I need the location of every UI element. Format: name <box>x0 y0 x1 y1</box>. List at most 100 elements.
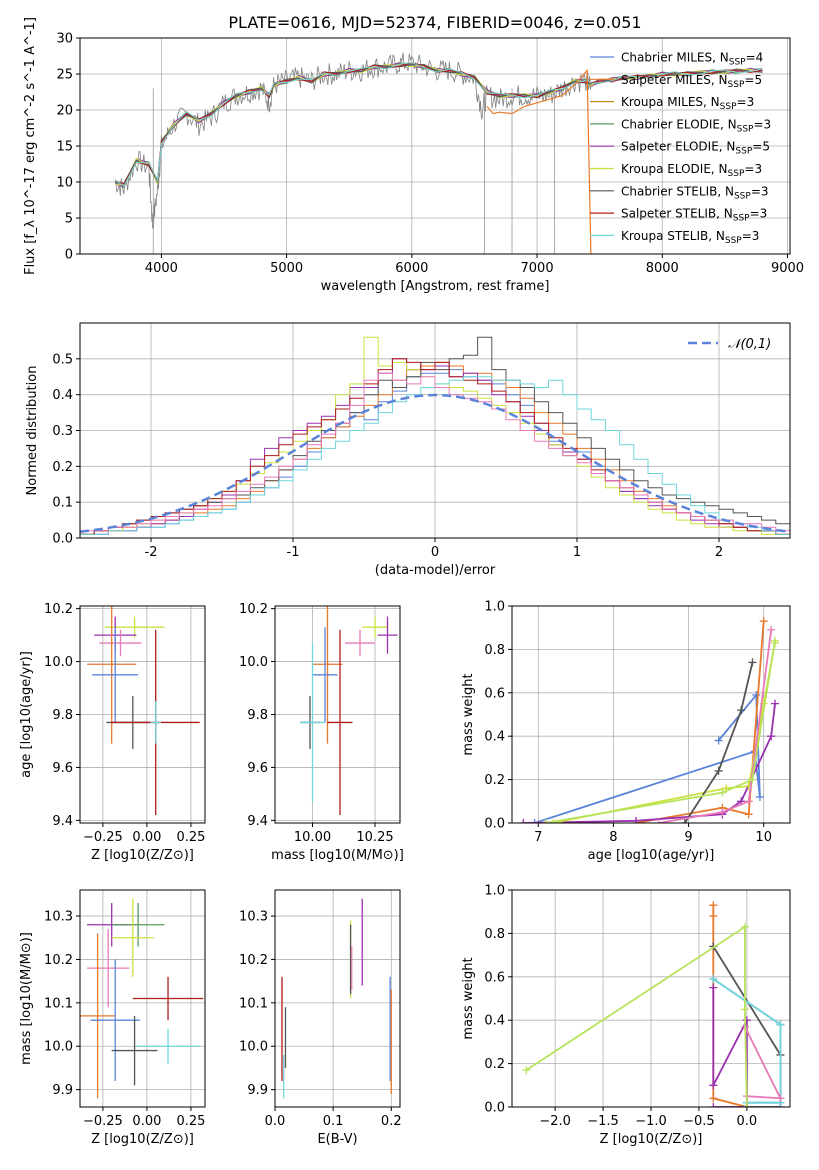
y-tick-label: 9.8 <box>247 708 268 723</box>
x-tick-label: 4000 <box>145 261 178 276</box>
axes-frame <box>274 889 401 1108</box>
x-tick-label: 0.25 <box>176 830 205 845</box>
legend-sub: SSP <box>734 191 751 201</box>
y-tick-label: 10.0 <box>239 655 268 670</box>
plot-area <box>522 901 785 1107</box>
legend-count: =4 <box>746 51 764 65</box>
errorbar-point <box>312 606 343 744</box>
y-tick-label: 10.1 <box>239 996 268 1011</box>
y-tick-label: 10.3 <box>44 910 73 925</box>
y-tick-label: 0.4 <box>484 730 505 745</box>
legend-entry: Salpeter ELODIE, NSSP=5 <box>621 140 770 157</box>
weight-line <box>545 640 776 823</box>
y-tick-label: 0.2 <box>484 773 505 788</box>
weight-marker <box>714 766 723 775</box>
panel-residuals: -2 -1 0 1 2 0.0 0.1 0.2 0.3 0.4 0.5 (data-model)/er… <box>25 322 791 578</box>
legend-sub: SSP <box>720 102 737 112</box>
x-tick-label: 10.00 <box>294 830 331 845</box>
legend-count: =3 <box>737 95 755 109</box>
plot-area <box>281 898 392 1099</box>
weight-marker <box>744 810 753 819</box>
errorbar-point <box>80 933 116 1099</box>
salpeter-miles-red-segment <box>486 68 592 254</box>
weight-marker <box>742 1103 751 1107</box>
weight-marker <box>709 1103 718 1107</box>
legend-entry: Salpeter MILES, NSSP=5 <box>621 73 762 90</box>
weight-line <box>553 642 776 823</box>
weight-marker <box>549 819 558 823</box>
x-axis-label: (data-model)/error <box>375 563 496 578</box>
legend-count: =5 <box>744 73 762 87</box>
y-tick-label: 0.8 <box>484 927 505 942</box>
y-tick-label: 15 <box>56 140 73 155</box>
y-tick-label: 9.8 <box>52 708 73 723</box>
y-axis-label: Normed distribution <box>25 366 40 496</box>
y-tick-label: 0.8 <box>484 643 505 658</box>
plot-area <box>519 617 779 823</box>
x-axis-label: mass [log10(M/M⊙)] <box>271 848 404 863</box>
x-axis-label: E(B-V) <box>317 1132 357 1147</box>
errorbar-point <box>300 643 325 802</box>
model-chabrier-stelib <box>115 64 763 185</box>
weight-marker <box>748 775 757 784</box>
model-salpeter-stelib <box>114 62 763 185</box>
errorbar-point <box>362 616 388 638</box>
weight-marker <box>714 736 723 745</box>
legend-entry: Kroupa ELODIE, NSSP=3 <box>621 162 762 179</box>
legend-count: =5 <box>752 140 770 154</box>
y-tick-label: 10.0 <box>44 1040 73 1055</box>
plot-area <box>114 52 763 254</box>
legend-sub: SSP <box>728 80 745 90</box>
weight-line <box>744 1026 782 1100</box>
grid <box>274 890 400 1107</box>
grid <box>512 605 790 824</box>
y-tick-label: 0.1 <box>52 496 73 511</box>
errorbar-point <box>111 1015 158 1086</box>
y-tick-label: 10.2 <box>44 953 73 968</box>
axes: 0.0 0.1 0.2 9.9 10.0 10.1 10.2 10.3 E(B-V) <box>239 889 402 1147</box>
y-tick-label: 0.0 <box>484 817 505 832</box>
panel-age_vs_Z: −0.25 0.00 0.25 9.4 9.6 9.8 10.0 10.2 Z [log10(Z… <box>19 602 206 863</box>
y-tick-label: 10.1 <box>44 996 73 1011</box>
weight-marker <box>755 792 764 801</box>
plot-area <box>80 336 790 538</box>
y-tick-label: 0.4 <box>52 388 73 403</box>
x-tick-label: 0.00 <box>132 1114 161 1129</box>
y-tick-label: 9.6 <box>247 761 268 776</box>
axes: 7 8 9 10 0.0 0.2 0.4 0.6 0.8 1.0 age [log10(age/yr… <box>461 600 791 863</box>
x-tick-label: 0.00 <box>132 830 161 845</box>
weight-marker <box>718 788 727 797</box>
weight-marker <box>767 732 776 741</box>
x-tick-label: 5000 <box>270 261 303 276</box>
x-tick-label: 9 <box>684 830 692 845</box>
x-tick-label: −0.25 <box>83 830 123 845</box>
model-kroupa-stelib <box>114 62 763 187</box>
errorbar-point <box>111 903 165 947</box>
errorbar-point <box>132 976 204 1021</box>
errorbar-point <box>87 606 137 744</box>
x-tick-label: 7 <box>534 830 542 845</box>
axes: −0.25 0.00 0.25 9.4 9.6 9.8 10.0 10.2 Z [log10(Z… <box>19 602 206 863</box>
x-tick-label: −1.5 <box>587 1114 619 1129</box>
x-tick-label: 0 <box>431 545 439 560</box>
x-tick-label: -1 <box>287 545 300 560</box>
y-tick-label: 9.6 <box>52 761 73 776</box>
y-tick-label: 10.0 <box>44 655 73 670</box>
grid <box>80 606 205 823</box>
weight-line <box>658 629 773 823</box>
legend-count: =3 <box>753 117 771 131</box>
x-tick-label: 0.1 <box>323 1114 344 1129</box>
weight-marker <box>748 658 757 667</box>
x-tick-label: 10 <box>755 830 772 845</box>
figure-title: PLATE=0616, MJD=52374, FIBERID=0046, z=0… <box>228 13 641 32</box>
y-tick-label: 0.0 <box>484 1101 505 1116</box>
x-tick-label: 6000 <box>395 261 428 276</box>
legend-sub: SSP <box>737 124 754 134</box>
plot-area <box>87 606 200 816</box>
panel-mass_vs_Z: −0.25 0.00 0.25 9.9 10.0 10.1 10.2 10.3 Z [log10… <box>19 889 206 1147</box>
y-tick-label: 9.4 <box>52 814 73 829</box>
y-tick-label: 0.0 <box>52 532 73 547</box>
axes: -2 -1 0 1 2 0.0 0.1 0.2 0.3 0.4 0.5 (data-model)/er… <box>25 322 791 578</box>
legend-sub: SSP <box>729 58 746 68</box>
